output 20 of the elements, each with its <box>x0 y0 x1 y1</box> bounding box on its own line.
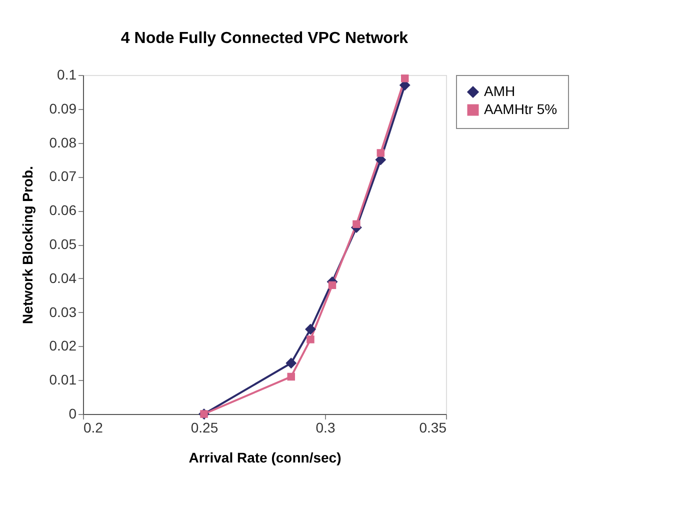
x-tick-label: 0.3 <box>316 420 336 436</box>
y-tick-label: 0.08 <box>49 134 77 150</box>
y-tick-label: 0.02 <box>49 338 77 354</box>
legend-label: AAMHtr 5% <box>484 101 558 117</box>
legend-label: AMH <box>484 83 516 99</box>
y-tick-label: 0.03 <box>49 304 77 320</box>
y-tick-label: 0.07 <box>49 168 77 184</box>
y-tick-label: 0.05 <box>49 236 77 252</box>
y-tick-label: 0.09 <box>49 100 77 116</box>
y-tick-label: 0 <box>68 406 77 422</box>
y-tick-label: 0.1 <box>57 66 77 82</box>
x-axis-title: Arrival Rate (conn/sec) <box>188 450 342 466</box>
y-tick-label: 0.06 <box>49 202 77 218</box>
x-tick-label: 0.25 <box>190 420 218 436</box>
x-tick-label: 0.2 <box>84 420 104 436</box>
x-tick-label: 0.35 <box>419 420 447 436</box>
chart-title: 4 Node Fully Connected VPC Network <box>120 30 408 47</box>
y-tick-label: 0.01 <box>49 372 77 388</box>
y-axis-title: Network Blocking Prob. <box>19 166 36 324</box>
y-tick-label: 0.04 <box>49 270 77 286</box>
